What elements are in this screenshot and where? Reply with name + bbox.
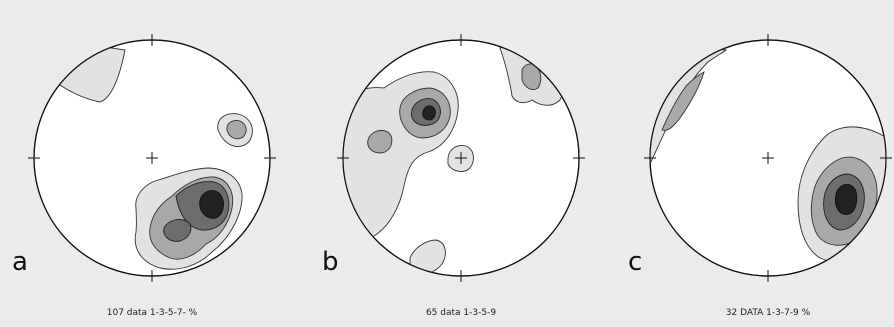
stereonet-c: c 32 DATA 1-3-7-9 % (628, 34, 892, 318)
contour-b-west-level2 (367, 129, 393, 154)
panel-letter-a: a (12, 247, 28, 277)
contour-b-ne-level2 (521, 63, 542, 91)
contours-a (59, 40, 253, 270)
panel-letter-b: b (322, 247, 339, 277)
contour-c-max (834, 183, 858, 215)
stereonet-b: b 65 data 1-3-5-9 (322, 34, 585, 318)
panel-letter-c: c (628, 247, 642, 277)
stereonet-a: a 107 data 1-3-5-7- % (12, 34, 276, 318)
contour-a-east-level2 (226, 120, 247, 140)
contour-b-max (422, 105, 436, 121)
contour-c-nw-level2 (661, 71, 705, 131)
caption-a: 107 data 1-3-5-7- % (107, 308, 198, 318)
caption-b: 65 data 1-3-5-9 (426, 308, 496, 318)
caption-c: 32 DATA 1-3-7-9 % (726, 308, 811, 318)
contour-a-max (199, 190, 224, 219)
contour-a-secondary-level3 (163, 219, 192, 242)
contours-b (343, 40, 563, 276)
